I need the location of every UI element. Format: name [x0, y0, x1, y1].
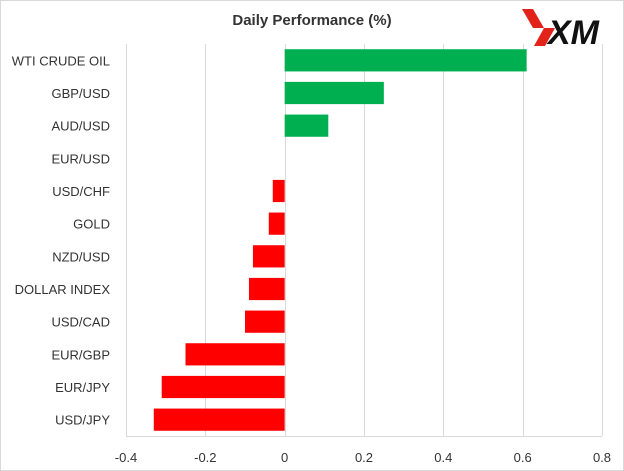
bar: [245, 310, 285, 333]
x-tick-label: 0.8: [593, 450, 611, 465]
category-label: USD/JPY: [55, 413, 110, 428]
bar: [284, 114, 329, 137]
category-label: WTI CRUDE OIL: [12, 53, 110, 68]
x-tick-label: -0.4: [115, 450, 137, 465]
bar: [268, 212, 285, 235]
category-label: EUR/JPY: [55, 380, 110, 395]
logo-text: XM: [546, 14, 600, 52]
category-label: GBP/USD: [51, 86, 110, 101]
category-label: USD/CAD: [51, 315, 110, 330]
logo-red-slash: [522, 9, 544, 28]
category-labels: WTI CRUDE OIL GBP/USD AUD/USD EUR/USD USD/CH…: [12, 53, 111, 427]
gridlines: [126, 44, 603, 437]
bar: [252, 245, 285, 268]
category-label: NZD/USD: [52, 249, 110, 264]
bar: [284, 49, 527, 72]
bars: [153, 49, 527, 431]
x-tick-label: 0.6: [514, 450, 532, 465]
bar: [248, 277, 285, 301]
category-label: USD/CHF: [52, 184, 110, 199]
x-axis-tick-labels: -0.4 -0.2 0 0.2 0.4 0.6 0.8: [115, 450, 611, 465]
bar: [161, 375, 285, 399]
brand-logo: XM: [522, 9, 600, 52]
category-label: EUR/GBP: [51, 347, 110, 362]
bar: [153, 408, 285, 431]
bar: [284, 81, 384, 105]
chart-title: Daily Performance (%): [232, 12, 391, 29]
category-label: GOLD: [73, 217, 110, 232]
category-label: DOLLAR INDEX: [15, 282, 111, 297]
category-label: EUR/USD: [51, 151, 110, 166]
bar: [272, 179, 285, 203]
logo-red-slash-lower: [534, 28, 555, 46]
bar: [185, 343, 285, 366]
category-label: AUD/USD: [51, 119, 110, 134]
x-tick-label: 0.2: [355, 450, 373, 465]
x-tick-label: -0.2: [194, 450, 216, 465]
x-tick-label: 0.4: [434, 450, 452, 465]
x-tick-label: 0: [281, 450, 288, 465]
